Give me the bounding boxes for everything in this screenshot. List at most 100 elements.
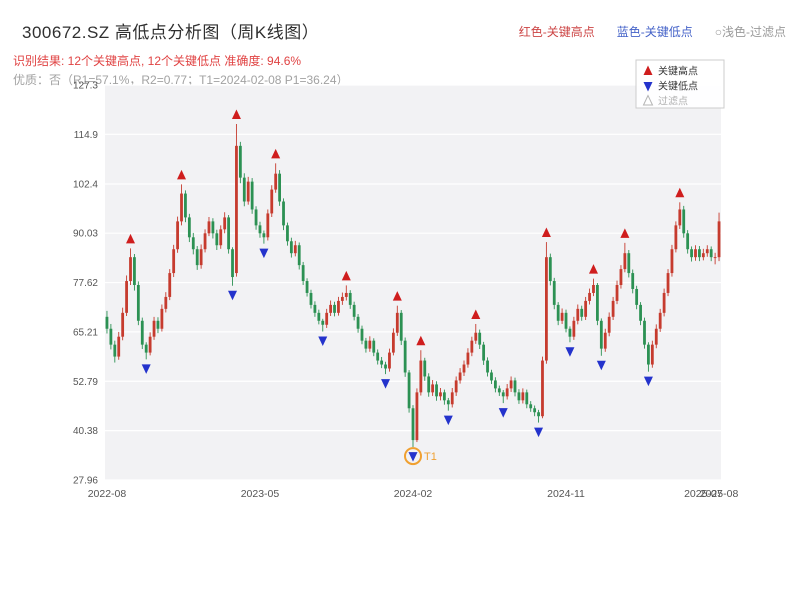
candle-body — [376, 352, 380, 361]
key-low-marker — [141, 364, 151, 374]
x-tick-label: 2025-07 — [684, 488, 723, 500]
candle-body — [117, 336, 121, 357]
x-tick-label: 2025-08 — [700, 488, 739, 500]
candle-body — [717, 221, 721, 258]
candle-body — [603, 332, 607, 349]
y-tick-label: 90.03 — [73, 229, 98, 240]
candle-body — [635, 288, 639, 305]
candle-body — [415, 392, 419, 441]
candle-body — [576, 308, 580, 321]
candle-body — [121, 312, 125, 337]
candle-body — [450, 392, 454, 405]
candle-body — [435, 384, 438, 397]
key-low-marker — [443, 415, 453, 426]
candle-body — [446, 400, 450, 405]
candle-body — [195, 249, 199, 266]
candle-body — [509, 380, 513, 389]
candle-body — [588, 292, 591, 301]
candle-body — [619, 269, 623, 286]
candle-body — [305, 281, 309, 293]
candle-body — [631, 273, 635, 289]
legend-red-key-high: 红色-关键高点 — [518, 25, 595, 39]
candle-body — [231, 249, 234, 278]
key-high-marker — [231, 109, 241, 119]
candle-body — [129, 257, 132, 282]
t1-circle — [404, 447, 422, 466]
candle-body — [454, 380, 458, 393]
candle-body — [113, 344, 117, 357]
candle-body — [399, 312, 403, 341]
y-tick-label: 40.38 — [73, 426, 98, 437]
candle-body — [352, 304, 356, 317]
candle-body — [242, 177, 246, 202]
candle-body — [670, 249, 674, 274]
candle-body — [156, 320, 160, 329]
candle-body — [219, 229, 223, 246]
candle-body — [419, 360, 423, 393]
candle-body — [215, 233, 219, 246]
candle-body — [391, 332, 395, 353]
candle-body — [140, 320, 144, 345]
candle-body — [596, 285, 599, 321]
key-low-marker — [596, 360, 606, 371]
candle-body — [105, 316, 109, 329]
legend-item-label: 关键高点 — [658, 65, 698, 78]
candle-body — [458, 372, 462, 381]
candle-body — [297, 245, 301, 266]
candle-body — [486, 360, 489, 373]
legend-item-label: 过滤点 — [658, 95, 688, 108]
candle-body — [541, 360, 544, 417]
key-low-marker — [228, 290, 238, 301]
candle-body — [497, 388, 501, 393]
candle-body — [293, 245, 297, 254]
candle-body — [301, 265, 305, 282]
y-tick-label: 102.4 — [73, 180, 98, 191]
y-tick-label: 52.79 — [73, 377, 98, 388]
candle-body — [199, 249, 203, 266]
quality-line: 优质：否（R1=57.1%，R2=0.77；T1=2024-02-08 P1=3… — [13, 73, 349, 87]
candle-body — [564, 312, 568, 329]
candle-body — [356, 316, 360, 329]
candle-body — [380, 360, 384, 365]
legend-key-high-icon — [643, 65, 653, 75]
candle-body — [246, 181, 250, 202]
key-low-marker — [643, 376, 653, 387]
candle-body — [654, 328, 658, 345]
candle-body — [490, 372, 493, 381]
key-high-marker — [675, 187, 685, 198]
candle-body — [348, 292, 352, 305]
key-low-marker — [534, 427, 544, 438]
candle-body — [529, 404, 533, 409]
candle-body — [211, 221, 215, 234]
candle-body — [133, 257, 136, 286]
candle-body — [580, 308, 584, 317]
candle-body — [125, 281, 128, 313]
candle-body — [144, 344, 148, 353]
candle-body — [643, 320, 646, 345]
candle-body — [686, 233, 690, 250]
candle-body — [584, 300, 588, 317]
candle-body — [701, 253, 705, 258]
candle-body — [317, 312, 321, 321]
key-low-marker — [565, 347, 575, 357]
candle-body — [321, 320, 325, 325]
candle-body — [411, 408, 415, 441]
candle-body — [427, 376, 431, 393]
candle-body — [329, 304, 333, 313]
candle-body — [545, 257, 548, 361]
key-high-marker — [271, 148, 281, 159]
candle-body — [384, 364, 387, 369]
candle-body — [478, 332, 482, 345]
candle-body — [176, 221, 179, 250]
candle-body — [439, 392, 442, 397]
candle-body — [152, 320, 156, 337]
y-tick-label: 65.21 — [73, 327, 98, 338]
candle-body — [164, 296, 168, 309]
candle-body — [521, 392, 525, 401]
candle-body — [254, 209, 258, 226]
candle-body — [160, 308, 164, 329]
candle-body — [258, 225, 262, 234]
candle-body — [474, 332, 478, 341]
candle-body — [674, 225, 678, 250]
